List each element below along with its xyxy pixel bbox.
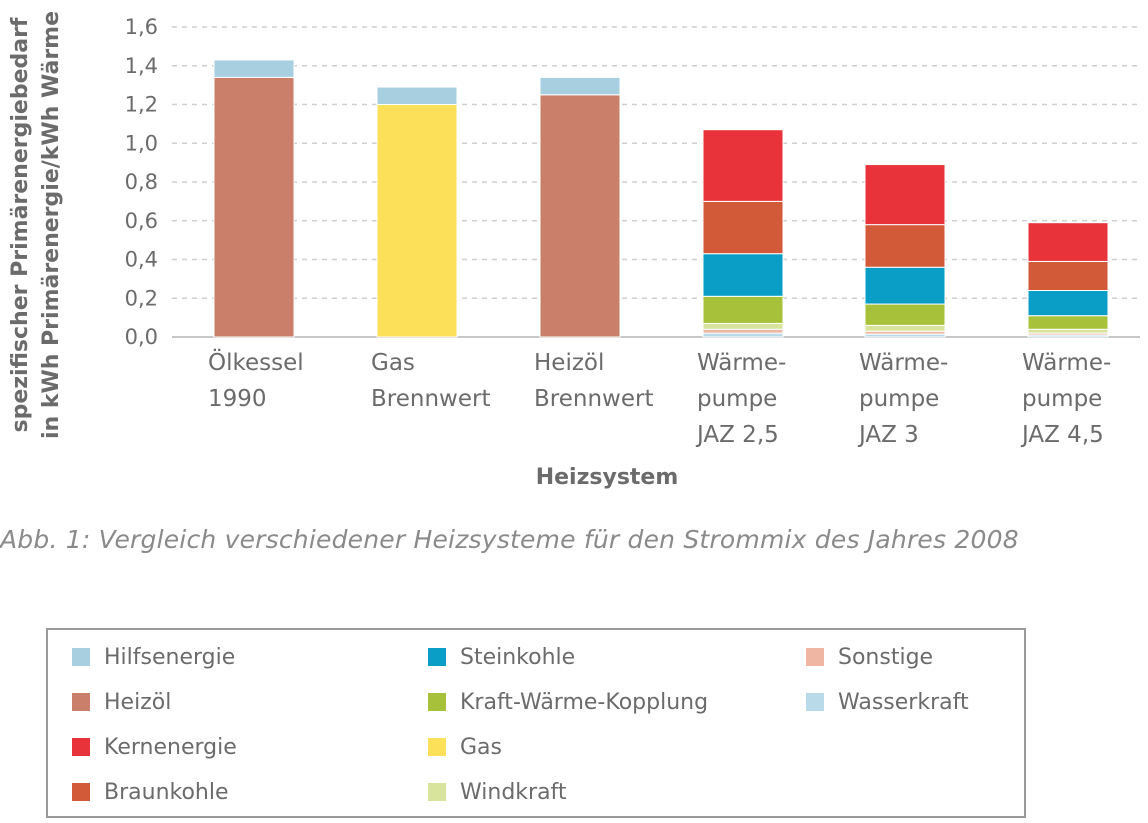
bar-segment	[702, 200, 784, 255]
bar-stack	[1027, 222, 1109, 338]
legend-swatch	[806, 648, 824, 666]
y-tick-label: 1,4	[125, 54, 158, 78]
x-tick-label: Wärme-	[697, 350, 786, 376]
legend-label: Hilfsenergie	[104, 644, 236, 670]
legend-label: Wasserkraft	[838, 689, 969, 715]
gridlines	[172, 26, 1140, 338]
x-tick-label: Brennwert	[534, 386, 653, 412]
x-tick-label: JAZ 3	[857, 422, 919, 448]
legend-label: Braunkohle	[104, 779, 229, 805]
legend-item: Gas	[428, 734, 502, 760]
bar-segment	[539, 94, 621, 338]
x-tick-label: Heizöl	[534, 350, 604, 376]
legend-swatch	[72, 783, 90, 801]
legend-item: Heizöl	[72, 689, 171, 715]
y-tick-label: 0,4	[125, 248, 158, 272]
y-tick-label: 0,0	[125, 325, 158, 349]
legend-item: Kraft-Wärme-Kopplung	[428, 689, 708, 715]
legend-label: Steinkohle	[460, 644, 576, 670]
bar-segment	[376, 104, 458, 338]
bar-segment	[702, 295, 784, 324]
bar-segment	[1027, 290, 1109, 317]
legend-swatch	[806, 693, 824, 711]
x-tick-label: JAZ 4,5	[1020, 422, 1104, 448]
x-tick-label: Wärme-	[1022, 350, 1111, 376]
legend-swatch	[72, 738, 90, 756]
x-tick-label: 1990	[208, 386, 267, 412]
bar-stack	[864, 164, 946, 338]
x-tick-label: JAZ 2,5	[695, 422, 779, 448]
legend-swatch	[72, 648, 90, 666]
bar-segment	[213, 59, 295, 78]
bar-segment	[864, 324, 946, 332]
legend-swatch	[428, 738, 446, 756]
legend-label: Sonstige	[838, 644, 934, 670]
bar-segment	[213, 76, 295, 338]
legend-item: Braunkohle	[72, 779, 229, 805]
legend-swatch	[428, 783, 446, 801]
y-axis-title: spezifischer Primärenergiebedarf in kWh P…	[8, 11, 64, 439]
x-tick-label: pumpe	[697, 386, 777, 412]
legend-swatch	[428, 693, 446, 711]
legend-item: Kernenergie	[72, 734, 237, 760]
legend-label: Kernenergie	[104, 734, 237, 760]
bar-segment	[1027, 222, 1109, 262]
bar-segment	[864, 224, 946, 268]
legend-item: Sonstige	[806, 644, 933, 670]
figure-caption: Abb. 1: Vergleich verschiedener Heizsyst…	[0, 525, 1019, 554]
x-tick-label: Wärme-	[859, 350, 948, 376]
legend-item: Wasserkraft	[806, 689, 969, 715]
x-tick-label: Brennwert	[371, 386, 490, 412]
legend-item: Windkraft	[428, 779, 567, 805]
y-axis-ticks: 0,0 0,2 0,4 0,6 0,8 1,0 1,2 1,4 1,6	[125, 15, 158, 349]
bar-segment	[1027, 260, 1109, 291]
x-tick-label: Gas	[371, 350, 415, 376]
y-tick-label: 0,6	[125, 209, 158, 233]
bar-stack	[213, 59, 295, 338]
legend-label: Gas	[460, 734, 502, 760]
bar-segment	[702, 253, 784, 297]
bar-segment	[702, 322, 784, 330]
stacked-bar-chart: spezifischer Primärenergiebedarf in kWh P…	[8, 11, 1140, 490]
legend-swatch	[72, 693, 90, 711]
y-tick-label: 1,6	[125, 15, 158, 39]
bar-segment	[702, 129, 784, 202]
bar-segment	[539, 76, 621, 96]
bar-segment	[376, 86, 458, 105]
legend: Hilfsenergie Heizöl Kernenergie Braunkohle S…	[46, 628, 1026, 818]
legend-item: Hilfsenergie	[72, 644, 235, 670]
bar-segment	[702, 328, 784, 334]
x-tick-label: Ölkessel	[208, 348, 304, 376]
legend-label: Kraft-Wärme-Kopplung	[460, 689, 709, 715]
bar-segment	[1027, 315, 1109, 330]
y-tick-label: 1,0	[125, 131, 158, 155]
y-axis-title-line: spezifischer Primärenergiebedarf	[8, 17, 33, 432]
y-tick-label: 0,2	[125, 286, 158, 310]
legend-label: Windkraft	[460, 779, 567, 805]
x-axis-labels: Ölkessel 1990 Gas Brennwert Heizöl Brennwert W…	[208, 348, 1111, 448]
bar-stack	[702, 129, 784, 338]
legend-swatch	[428, 648, 446, 666]
bar-stack	[539, 76, 621, 338]
bar-segment	[864, 266, 946, 305]
legend-label: Heizöl	[104, 689, 172, 715]
x-tick-label: pumpe	[859, 386, 939, 412]
bar-stack	[376, 86, 458, 338]
bar-segment	[702, 332, 784, 338]
y-tick-label: 0,8	[125, 170, 158, 194]
y-tick-label: 1,2	[125, 93, 158, 117]
bar-segment	[864, 303, 946, 326]
x-axis-title: Heizsystem	[536, 465, 679, 490]
x-tick-label: pumpe	[1022, 386, 1102, 412]
y-axis-title-line: in kWh Primärenergie/kWh Wärme	[39, 11, 64, 439]
bars	[213, 59, 1109, 338]
bar-segment	[864, 164, 946, 226]
legend-item: Steinkohle	[428, 644, 575, 670]
bar-segment	[1027, 328, 1109, 334]
